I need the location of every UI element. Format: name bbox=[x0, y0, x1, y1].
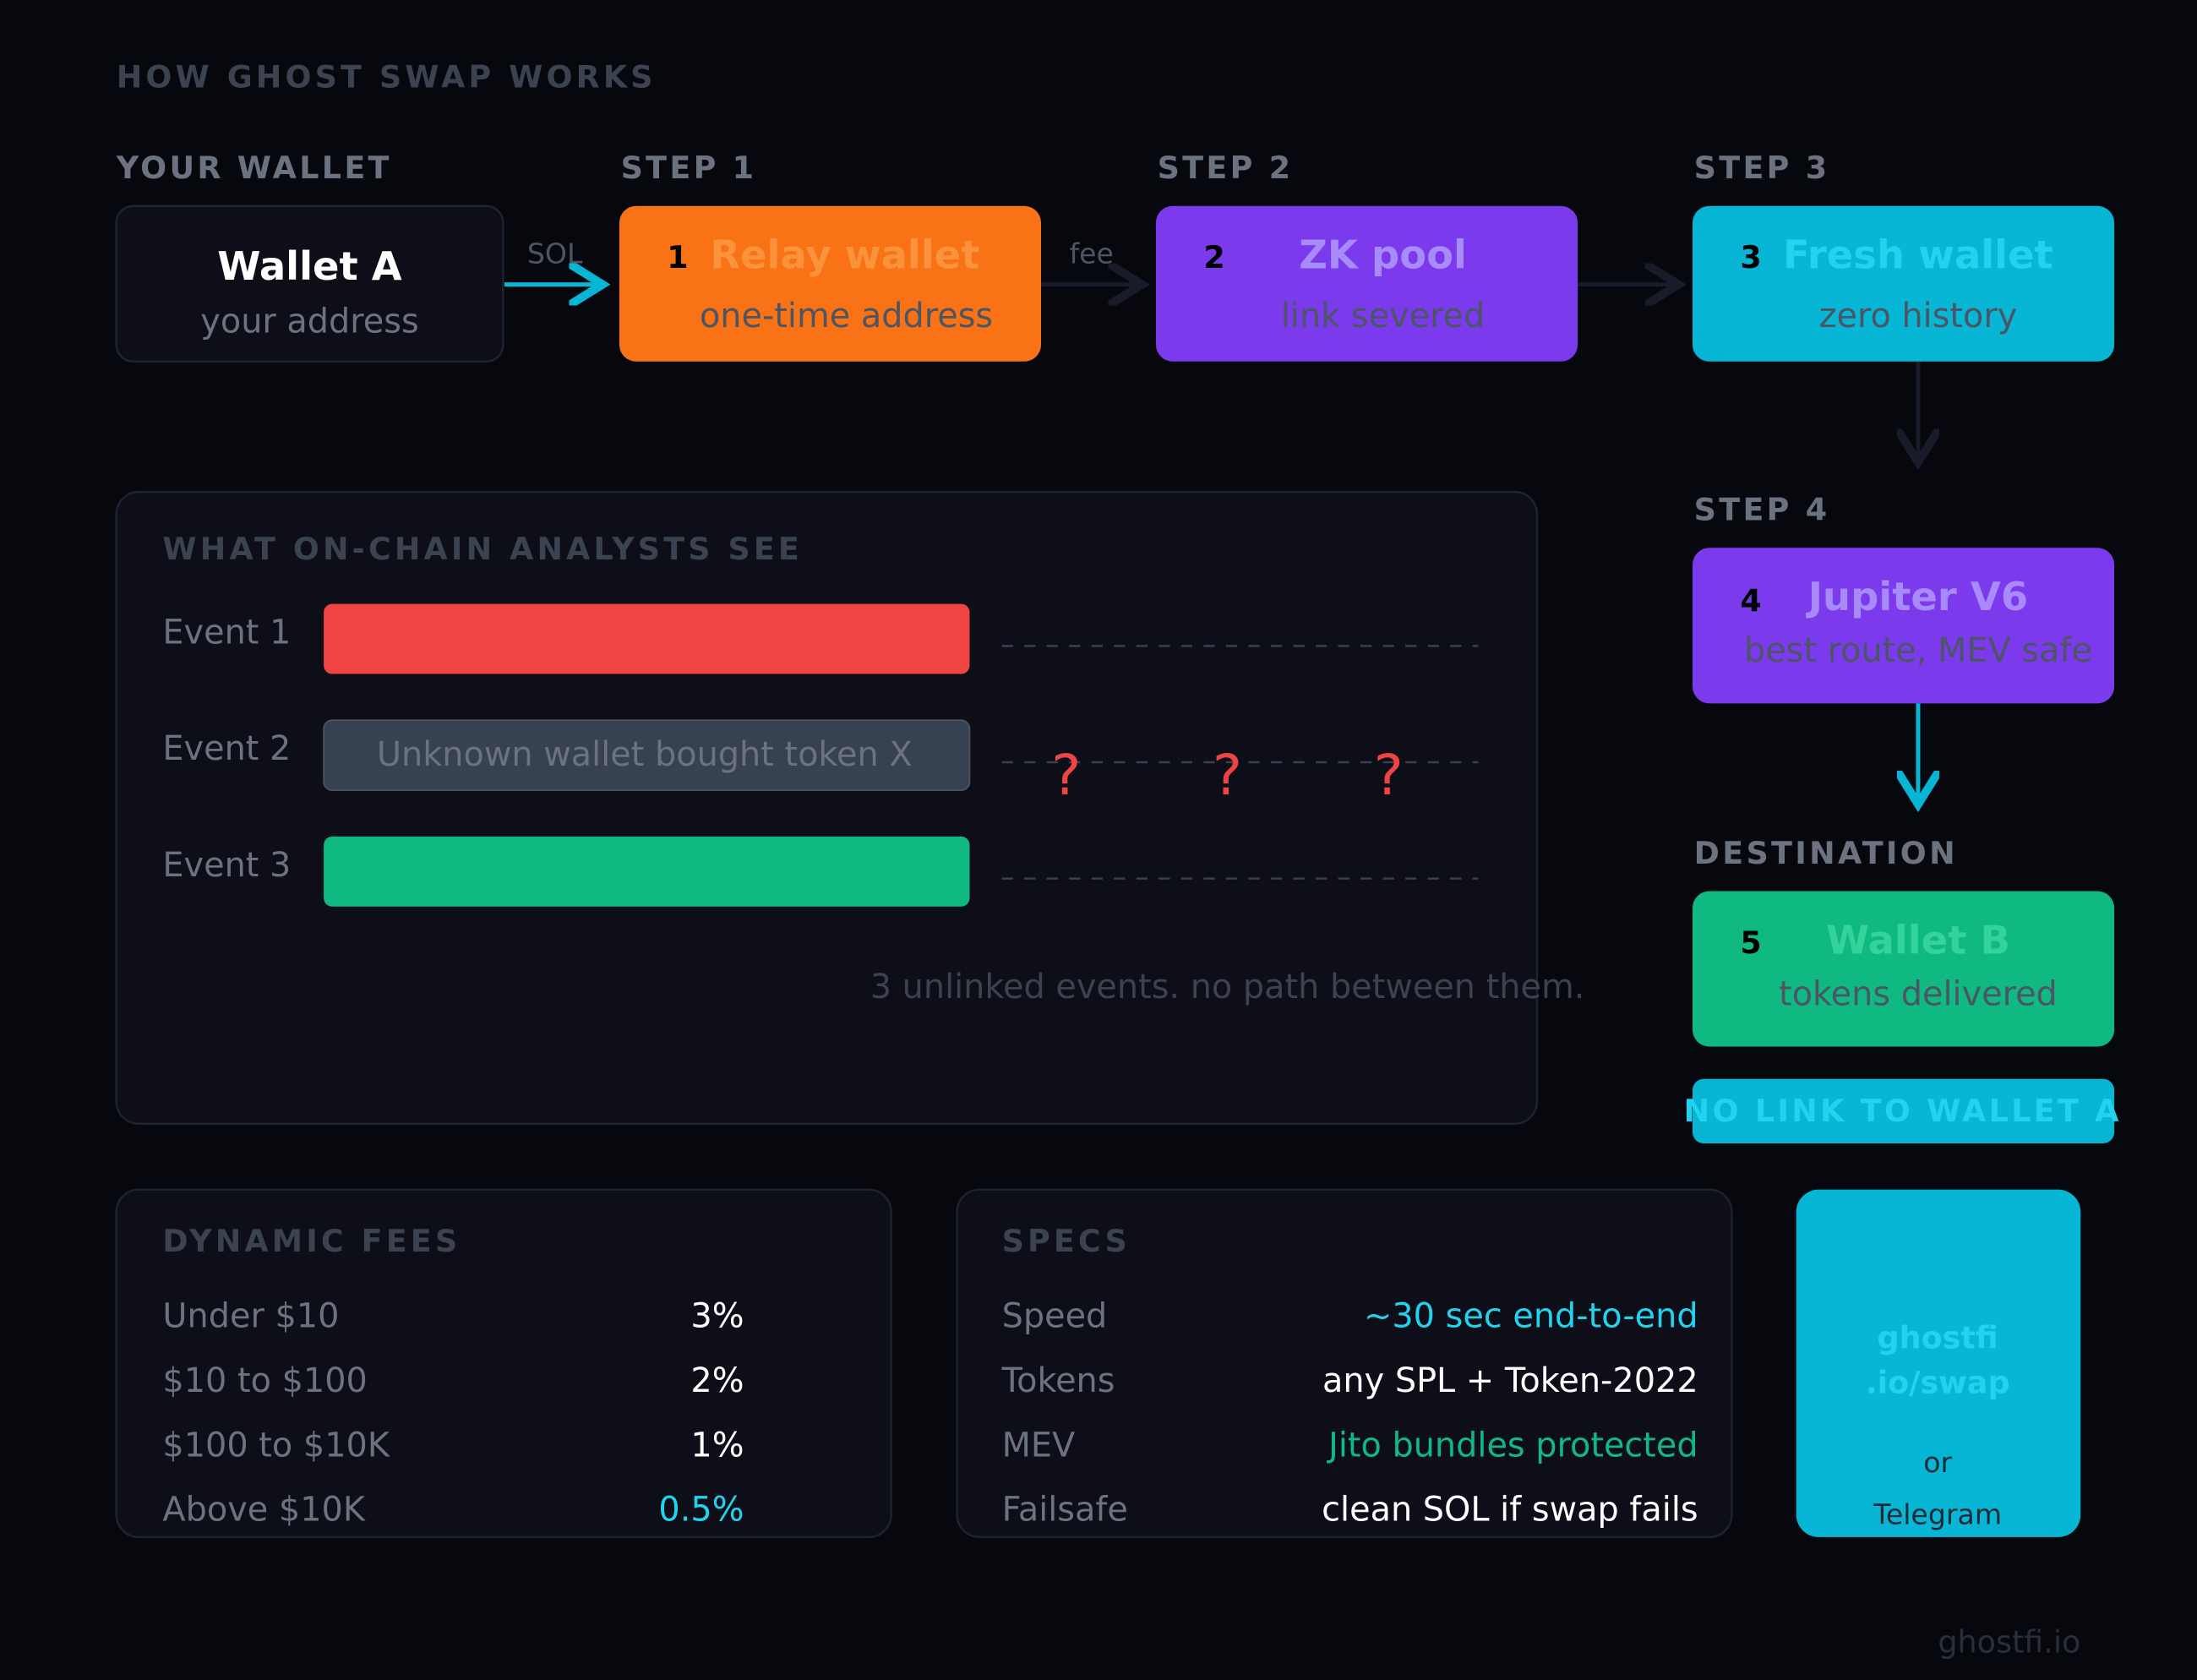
step-box bbox=[619, 205, 1042, 362]
step-box bbox=[1155, 205, 1578, 362]
fee-table: Under $10 3% $10 to $100 2% $100 to $10K 1% Ab… bbox=[162, 1297, 744, 1530]
event-bar bbox=[324, 603, 970, 674]
fee-rate: 0.5% bbox=[658, 1491, 744, 1530]
cta-or: or bbox=[1923, 1446, 1952, 1479]
panel bbox=[115, 1188, 892, 1539]
caption: 3 unlinked events. no path between them. bbox=[870, 968, 1585, 1006]
step-number: 1 bbox=[667, 239, 688, 275]
spec-name: Tokens bbox=[1001, 1361, 1115, 1400]
arrow-label: SOL bbox=[527, 237, 583, 270]
step-label: STEP 2 bbox=[1158, 150, 1294, 186]
spec-value: clean SOL if swap fails bbox=[1322, 1491, 1698, 1530]
event-label: Event 3 bbox=[162, 846, 291, 885]
step-label: STEP 3 bbox=[1694, 150, 1830, 186]
step-box bbox=[1693, 548, 2115, 704]
cta-box[interactable] bbox=[1796, 1189, 2081, 1537]
step-label: STEP 4 bbox=[1694, 492, 1830, 528]
fee-tier: Above $10K bbox=[162, 1491, 365, 1530]
spec-table: Speed ~30 sec end-to-end Tokens any SPL + T… bbox=[1001, 1297, 1698, 1530]
question-mark: ? bbox=[1051, 742, 1081, 808]
step-box bbox=[1693, 891, 2115, 1047]
step-label: STEP 1 bbox=[621, 150, 757, 186]
event-bar bbox=[324, 836, 970, 907]
event-text: Unknown wallet bought token X bbox=[377, 735, 913, 774]
spec-value: ~30 sec end-to-end bbox=[1364, 1297, 1698, 1336]
panel-title: WHAT ON-CHAIN ANALYSTS SEE bbox=[162, 531, 803, 567]
panel bbox=[115, 490, 1539, 1125]
box-subtitle: tokens delivered bbox=[1779, 974, 2058, 1013]
fee-tier: $100 to $10K bbox=[162, 1426, 390, 1465]
wallet-box bbox=[115, 205, 504, 363]
cta-alt[interactable]: Telegram bbox=[1873, 1498, 2002, 1531]
step-label: YOUR WALLET bbox=[116, 150, 392, 186]
event-bar bbox=[323, 719, 971, 791]
page-title: HOW GHOST SWAP WORKS bbox=[117, 58, 657, 95]
box-subtitle: link severed bbox=[1281, 297, 1485, 335]
step-number: 3 bbox=[1740, 239, 1761, 275]
step-number: 2 bbox=[1203, 239, 1224, 275]
spec-name: MEV bbox=[1002, 1426, 1076, 1465]
cta-link[interactable]: ghostfi bbox=[1878, 1320, 1998, 1356]
spec-name: Failsafe bbox=[1002, 1491, 1128, 1530]
panel bbox=[956, 1188, 1733, 1539]
box-subtitle: one-time address bbox=[700, 297, 993, 335]
box-title: ZK pool bbox=[1299, 232, 1467, 278]
fee-rate: 2% bbox=[690, 1361, 744, 1400]
question-mark: ? bbox=[1374, 742, 1404, 808]
panel-title: DYNAMIC FEES bbox=[162, 1223, 461, 1259]
spec-value: Jito bundles protected bbox=[1326, 1426, 1698, 1465]
box-subtitle: your address bbox=[200, 303, 418, 341]
step-number: 5 bbox=[1740, 925, 1761, 961]
footer: ghostfi.io bbox=[1938, 1623, 2080, 1660]
fee-rate: 3% bbox=[690, 1297, 744, 1336]
spec-name: Speed bbox=[1002, 1297, 1108, 1336]
fee-tier: $10 to $100 bbox=[162, 1361, 367, 1400]
box-subtitle: zero history bbox=[1819, 297, 2018, 335]
step-label: DESTINATION bbox=[1694, 835, 1958, 871]
fee-tier: Under $10 bbox=[162, 1297, 339, 1336]
fee-rate: 1% bbox=[690, 1426, 744, 1465]
question-mark: ? bbox=[1213, 742, 1242, 808]
box-subtitle: best route, MEV safe bbox=[1744, 631, 2092, 670]
box-title: Wallet A bbox=[217, 243, 401, 289]
event-label: Event 1 bbox=[162, 614, 291, 652]
panel-title: SPECS bbox=[1002, 1223, 1131, 1259]
spec-value: any SPL + Token-2022 bbox=[1322, 1361, 1698, 1400]
badge-text: NO LINK TO WALLET A bbox=[1684, 1093, 2122, 1129]
box-title: Wallet B bbox=[1826, 917, 2010, 963]
box-title: Jupiter V6 bbox=[1806, 574, 2028, 619]
box-title: Fresh wallet bbox=[1783, 232, 2053, 278]
step-box bbox=[1693, 205, 2115, 362]
cta-link[interactable]: .io/swap bbox=[1866, 1365, 2010, 1401]
event-label: Event 2 bbox=[162, 729, 291, 768]
badge bbox=[1693, 1078, 2115, 1143]
step-number: 4 bbox=[1740, 582, 1761, 619]
box-title: Relay wallet bbox=[710, 232, 979, 278]
arrow-label: fee bbox=[1069, 237, 1113, 270]
